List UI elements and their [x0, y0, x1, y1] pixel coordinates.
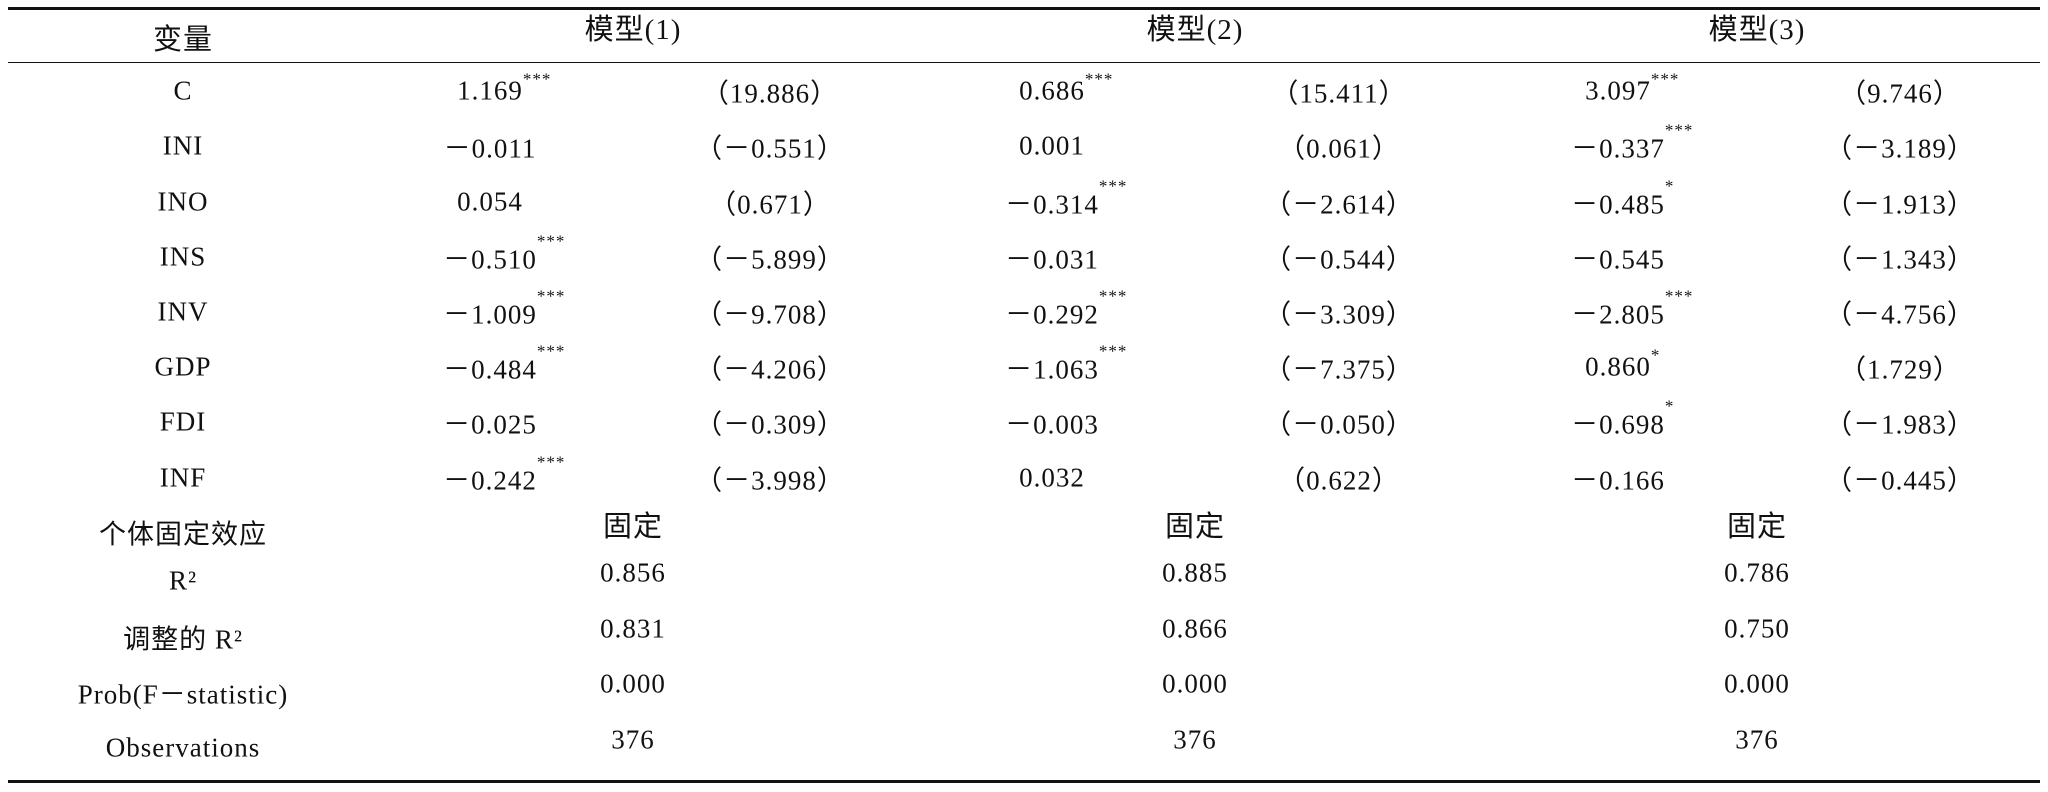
coefficient: 0.860 *	[1585, 345, 1661, 382]
significance-stars: *	[1664, 176, 1675, 196]
coefficient: －1.009 ***	[443, 286, 566, 330]
coefficient: －0.485 *	[1571, 176, 1675, 220]
t-statistic: （－4.756）	[1825, 299, 1975, 330]
footer-value: 376	[611, 724, 655, 755]
significance-stars: ***	[1650, 69, 1680, 89]
t-statistic: （－0.050）	[1264, 409, 1414, 440]
significance-stars: ***	[536, 341, 566, 361]
t-statistic: （－1.913）	[1825, 189, 1975, 220]
row-label: INF	[159, 462, 207, 493]
coefficient: 0.686 ***	[1019, 69, 1114, 106]
t-statistic: （－0.544）	[1264, 244, 1414, 275]
coefficient: －0.337 ***	[1571, 120, 1694, 164]
row-label: 调整的 R²	[123, 624, 243, 655]
header-rule	[8, 62, 2040, 63]
significance-stars: *	[1650, 345, 1661, 365]
t-statistic: （0.622）	[1278, 465, 1400, 496]
t-statistic: （－2.614）	[1264, 189, 1414, 220]
coefficient: －0.166	[1571, 465, 1665, 496]
footer-value: 376	[1173, 724, 1217, 755]
t-statistic: （9.746）	[1839, 78, 1961, 109]
footer-value: 固定	[602, 511, 664, 543]
footer-value: 0.786	[1724, 557, 1790, 588]
header-cell: 变量	[152, 24, 214, 56]
t-statistic: （－3.309）	[1264, 299, 1414, 330]
t-statistic: （－9.708）	[695, 299, 845, 330]
header-cell: 模型(3)	[1708, 14, 1806, 46]
significance-stars: ***	[536, 286, 566, 306]
t-statistic: （15.411）	[1271, 78, 1407, 109]
t-statistic: （－0.309）	[695, 409, 845, 440]
footer-value: 376	[1735, 724, 1779, 755]
t-statistic: （0.671）	[709, 189, 831, 220]
footer-value: 0.000	[1724, 668, 1790, 699]
t-statistic: （－3.189）	[1825, 133, 1975, 164]
coefficient: －0.484 ***	[443, 341, 566, 385]
coefficient: －1.063 ***	[1005, 341, 1128, 385]
row-label: GDP	[154, 351, 212, 382]
t-statistic: （0.061）	[1278, 133, 1400, 164]
coefficient: －0.003	[1005, 409, 1099, 440]
row-label: Prob(F－statistic)	[77, 679, 289, 710]
row-label: C	[173, 75, 193, 106]
coefficient: －0.025	[443, 409, 537, 440]
row-label: 个体固定效应	[99, 519, 267, 550]
footer-value: 0.856	[600, 557, 666, 588]
top-rule	[8, 7, 2040, 10]
footer-value: 0.000	[1162, 668, 1228, 699]
significance-stars: ***	[1664, 120, 1694, 140]
coefficient: －0.698 *	[1571, 396, 1675, 440]
coefficient: －0.031	[1005, 244, 1099, 275]
coefficient: 0.054	[457, 186, 523, 217]
bottom-rule	[8, 780, 2040, 783]
footer-value: 0.866	[1162, 613, 1228, 644]
row-label: R²	[168, 565, 198, 596]
significance-stars: ***	[1098, 286, 1128, 306]
coefficient: －0.314 ***	[1005, 176, 1128, 220]
row-label: INI	[162, 130, 204, 161]
row-label: INO	[157, 186, 209, 217]
footer-value: 0.750	[1724, 613, 1790, 644]
t-statistic: （－7.375）	[1264, 354, 1414, 385]
t-statistic: （－5.899）	[695, 244, 845, 275]
t-statistic: （1.729）	[1839, 354, 1961, 385]
t-statistic: （－3.998）	[695, 465, 845, 496]
t-statistic: （－1.343）	[1825, 244, 1975, 275]
t-statistic: （－0.551）	[695, 133, 845, 164]
footer-value: 固定	[1726, 511, 1788, 543]
footer-value: 固定	[1164, 511, 1226, 543]
row-label: FDI	[159, 406, 207, 437]
footer-value: 0.885	[1162, 557, 1228, 588]
coefficient: 0.032	[1019, 462, 1085, 493]
coefficient: 3.097 ***	[1585, 69, 1680, 106]
coefficient: －0.011	[443, 133, 537, 164]
footer-value: 0.000	[600, 668, 666, 699]
significance-stars: ***	[522, 69, 552, 89]
significance-stars: ***	[1084, 69, 1114, 89]
t-statistic: （－4.206）	[695, 354, 845, 385]
significance-stars: ***	[1098, 176, 1128, 196]
header-cell: 模型(2)	[1146, 14, 1244, 46]
coefficient: －0.510 ***	[443, 231, 566, 275]
significance-stars: ***	[536, 452, 566, 472]
significance-stars: ***	[1664, 286, 1694, 306]
coefficient: －0.545	[1571, 244, 1665, 275]
t-statistic: （－0.445）	[1825, 465, 1975, 496]
coefficient: －2.805 ***	[1571, 286, 1694, 330]
significance-stars: ***	[536, 231, 566, 251]
row-label: Observations	[105, 732, 261, 763]
header-cell: 模型(1)	[584, 14, 682, 46]
t-statistic: （－1.983）	[1825, 409, 1975, 440]
coefficient: 1.169 ***	[457, 69, 552, 106]
footer-value: 0.831	[600, 613, 666, 644]
coefficient: 0.001	[1019, 130, 1085, 161]
t-statistic: （19.886）	[701, 78, 839, 109]
significance-stars: *	[1664, 396, 1675, 416]
coefficient: －0.242 ***	[443, 452, 566, 496]
coefficient: －0.292 ***	[1005, 286, 1128, 330]
row-label: INS	[159, 241, 207, 272]
significance-stars: ***	[1098, 341, 1128, 361]
row-label: INV	[157, 296, 209, 327]
